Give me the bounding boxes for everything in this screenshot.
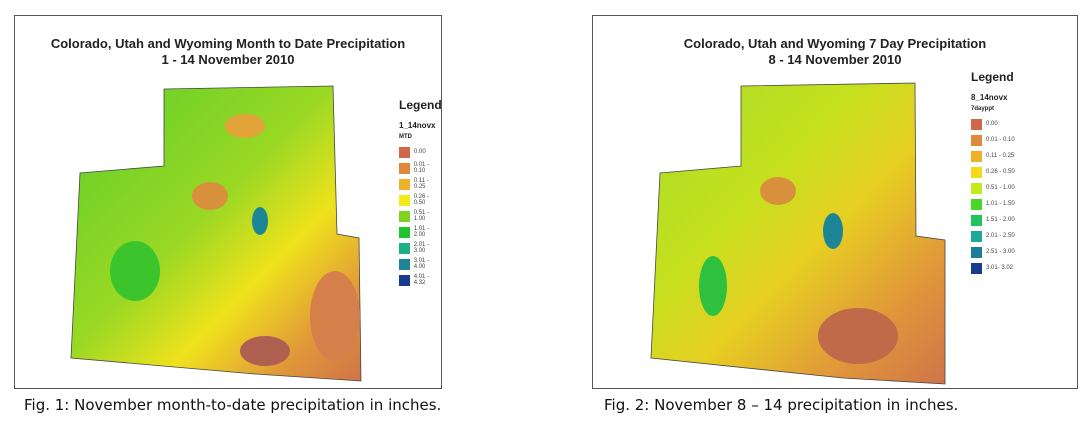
legend-item: 0.51 - 1.00 <box>971 180 1015 196</box>
legend-label: 0.00 <box>986 121 998 127</box>
legend-item: 0.26 - 0.50 <box>399 192 442 208</box>
legend-swatch <box>971 150 982 162</box>
dry-area <box>818 308 898 364</box>
figure-2-title: Colorado, Utah and Wyoming 7 Day Precipi… <box>593 36 1077 68</box>
legend-label: 1.51 - 2.00 <box>986 217 1015 223</box>
legend-label: 3.01 - 4.00 <box>413 258 430 270</box>
title-line-2: 8 - 14 November 2010 <box>768 52 902 67</box>
legend-item: 4.01 - 4.32 <box>399 272 442 288</box>
legend-item: 2.51 - 3.00 <box>971 244 1015 260</box>
legend-item: 0.26 - 0.50 <box>971 164 1015 180</box>
legend-label: 0.01 - 0.10 <box>986 137 1015 143</box>
legend-swatch <box>971 230 982 242</box>
legend-label: 0.51 - 1.00 <box>413 210 430 222</box>
legend-layer: 8_14novx <box>971 93 1008 102</box>
legend-swatch <box>971 246 982 258</box>
legend-swatch <box>971 134 982 146</box>
title-line-1: Colorado, Utah and Wyoming 7 Day Precipi… <box>683 36 987 51</box>
legend-label: 0.26 - 0.50 <box>986 169 1015 175</box>
legend-swatch <box>399 178 410 190</box>
figure-1-caption: Fig. 1: November month-to-date precipita… <box>24 396 442 414</box>
legend-item: 3.01 - 4.00 <box>399 256 442 272</box>
legend-swatch <box>399 258 410 270</box>
legend-label: 1.01 - 2.00 <box>413 226 430 238</box>
legend-label: 4.01 - 4.32 <box>413 274 430 286</box>
map-region <box>650 82 946 385</box>
dry-area <box>225 114 265 138</box>
legend-item: 0.00 <box>399 144 442 160</box>
wet-area <box>252 207 268 235</box>
legend-item: 0.11 - 0.25 <box>399 176 442 192</box>
legend-label: 0.01 - 0.10 <box>413 162 430 174</box>
legend-field: 7dayppt <box>971 106 995 112</box>
legend-swatch <box>971 182 982 194</box>
legend-label: 2.01 - 2.50 <box>986 233 1015 239</box>
wet-area <box>110 241 160 301</box>
figure-1-frame: Colorado, Utah and Wyoming Month to Date… <box>14 15 442 389</box>
legend-swatch <box>971 166 982 178</box>
legend-item: 0.01 - 0.10 <box>399 160 442 176</box>
wet-area <box>699 256 727 316</box>
wet-area <box>823 213 843 249</box>
dry-area <box>760 177 796 205</box>
legend-field: MTD <box>399 134 412 140</box>
legend-item: 2.01 - 2.50 <box>971 228 1015 244</box>
legend-label: 2.51 - 3.00 <box>986 249 1015 255</box>
title-line-2: 1 - 14 November 2010 <box>161 52 295 67</box>
legend-heading: Legend <box>399 98 442 112</box>
legend-swatch <box>971 214 982 226</box>
dry-area <box>192 182 228 210</box>
legend-swatch <box>399 210 410 222</box>
legend-swatch <box>971 262 982 274</box>
legend-swatch <box>971 198 982 210</box>
figure-1-legend: Legend 1_14novx MTD 0.00 0.01 - 0.10 0.11 … <box>399 98 442 288</box>
figure-1-map <box>70 85 362 382</box>
legend-label: 2.01 - 3.00 <box>413 242 430 254</box>
figure-2-map <box>650 82 946 385</box>
figure-2-frame: Colorado, Utah and Wyoming 7 Day Precipi… <box>592 15 1078 389</box>
legend-swatch <box>399 194 410 206</box>
figure-2-caption: Fig. 2: November 8 – 14 precipitation in… <box>604 396 959 414</box>
legend-item: 2.01 - 3.00 <box>399 240 442 256</box>
legend-item: 0.11 - 0.25 <box>971 148 1015 164</box>
legend-item: 3.01- 3.02 <box>971 260 1015 276</box>
legend-heading: Legend <box>971 70 1014 84</box>
map-region <box>70 85 362 382</box>
legend-label: 0.11 - 0.25 <box>986 153 1015 159</box>
legend-swatch <box>399 242 410 254</box>
legend-swatch <box>399 162 410 174</box>
legend-item: 0.01 - 0.10 <box>971 132 1015 148</box>
legend-item: 0.51 - 1.00 <box>399 208 442 224</box>
figure-2-legend: Legend 8_14novx 7dayppt 0.00 0.01 - 0.10 0… <box>971 70 1015 276</box>
legend-label: 0.26 - 0.50 <box>413 194 430 206</box>
legend-swatch <box>399 146 410 158</box>
title-line-1: Colorado, Utah and Wyoming Month to Date… <box>50 36 406 51</box>
figure-1-title: Colorado, Utah and Wyoming Month to Date… <box>15 36 441 68</box>
legend-item: 1.01 - 1.50 <box>971 196 1015 212</box>
legend-label: 1.01 - 1.50 <box>986 201 1015 207</box>
legend-item: 1.51 - 2.00 <box>971 212 1015 228</box>
legend-layer: 1_14novx <box>399 121 436 130</box>
legend-swatch <box>399 226 410 238</box>
legend-swatch <box>399 274 410 286</box>
dry-area <box>310 271 360 361</box>
legend-label: 0.00 <box>414 149 426 155</box>
legend-label: 0.11 - 0.25 <box>413 178 429 190</box>
legend-label: 0.51 - 1.00 <box>986 185 1015 191</box>
legend-item: 1.01 - 2.00 <box>399 224 442 240</box>
legend-item: 0.00 <box>971 116 1015 132</box>
legend-label: 3.01- 3.02 <box>986 265 1014 271</box>
dry-area <box>240 336 290 366</box>
legend-swatch <box>971 118 982 130</box>
